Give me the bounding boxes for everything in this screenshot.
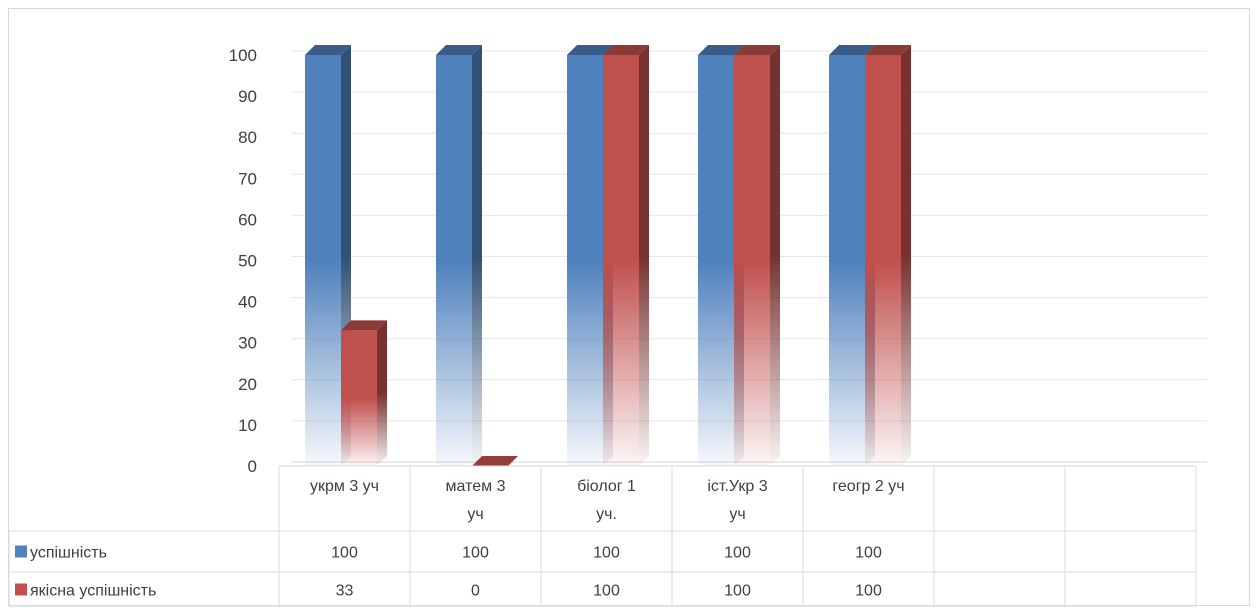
- bar: [603, 45, 649, 466]
- bar-front: [734, 55, 770, 466]
- bar-top: [567, 45, 613, 55]
- legend-key: [15, 545, 27, 558]
- bar-top: [436, 45, 482, 55]
- bar: [734, 45, 780, 466]
- bar: [436, 45, 482, 466]
- data-table-value: 0: [471, 583, 480, 600]
- y-tick-label: 30: [238, 334, 257, 353]
- bar-front: [305, 55, 341, 466]
- bar-front: [829, 55, 865, 466]
- y-tick-label: 40: [238, 293, 257, 312]
- y-tick-label: 60: [238, 210, 257, 229]
- category-label: біолог 1: [577, 478, 636, 495]
- y-tick-label: 100: [229, 46, 257, 65]
- data-table-value: 100: [724, 545, 751, 562]
- bar-front: [698, 55, 734, 466]
- bar-top: [472, 456, 518, 466]
- bar-front: [865, 55, 901, 466]
- y-axis-ticks: 0 10 20 30 40 50 60 70 80 90 100: [229, 46, 257, 476]
- category-label: уч: [729, 506, 745, 523]
- bar-top: [865, 45, 911, 55]
- data-table-value: 100: [593, 545, 620, 562]
- category-label: іст.Укр 3: [707, 478, 767, 495]
- data-table-value: 100: [331, 545, 358, 562]
- bar: [341, 320, 387, 466]
- category-label: укрм 3 уч: [310, 478, 379, 495]
- category-label: геогр 2 уч: [832, 478, 904, 495]
- bar-front: [341, 330, 377, 466]
- series-name: якісна успішність: [30, 583, 156, 600]
- bar-side: [377, 320, 387, 466]
- y-tick-label: 50: [238, 252, 257, 271]
- data-table: укрм 3 уч матем 3 уч біолог 1 уч. іст.Укр 3 уч…: [9, 465, 1197, 607]
- bars: [305, 45, 911, 466]
- bar-top: [603, 45, 649, 55]
- category-label: уч.: [596, 506, 617, 523]
- series-name: успішність: [30, 545, 107, 562]
- legend-key: [15, 583, 27, 596]
- bar-side: [901, 45, 911, 466]
- bar: [865, 45, 911, 466]
- data-table-value: 100: [593, 583, 620, 600]
- bar-top: [305, 45, 351, 55]
- bar-front: [436, 55, 472, 466]
- bar-top: [698, 45, 744, 55]
- bar-side: [770, 45, 780, 466]
- bar-side: [639, 45, 649, 466]
- y-tick-label: 90: [238, 87, 257, 106]
- y-tick-label: 0: [248, 457, 257, 476]
- bar: [472, 456, 518, 466]
- category-label: матем 3: [446, 478, 506, 495]
- data-table-value: 100: [462, 545, 489, 562]
- category-label: уч: [467, 506, 483, 523]
- data-table-value: 100: [855, 583, 882, 600]
- y-tick-label: 80: [238, 128, 257, 147]
- bar-top: [829, 45, 875, 55]
- bar-top: [341, 320, 387, 331]
- y-tick-label: 10: [238, 416, 257, 435]
- bar-front: [567, 55, 603, 466]
- y-tick-label: 70: [238, 169, 257, 188]
- data-table-value: 100: [724, 583, 751, 600]
- data-table-value: 100: [855, 545, 882, 562]
- bar-front: [603, 55, 639, 466]
- data-table-value: 33: [336, 583, 354, 600]
- bar-side: [472, 45, 482, 466]
- bar-top: [734, 45, 780, 55]
- y-tick-label: 20: [238, 375, 257, 394]
